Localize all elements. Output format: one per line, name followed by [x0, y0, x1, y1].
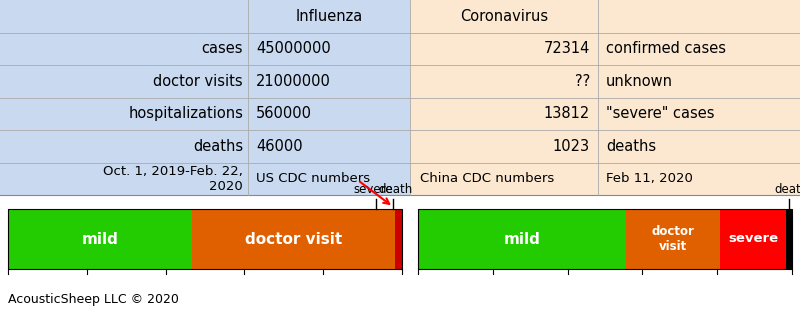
Text: "severe" cases: "severe" cases [606, 106, 714, 121]
Bar [418, 209, 792, 269]
Bar [720, 209, 786, 269]
Text: ??: ?? [574, 74, 590, 89]
Text: doctor
visit: doctor visit [651, 225, 694, 253]
Text: 72314: 72314 [544, 41, 590, 56]
Text: China CDC numbers: China CDC numbers [420, 172, 554, 185]
Text: Influenza: Influenza [295, 9, 362, 24]
Text: severe: severe [728, 232, 778, 245]
Bar [786, 209, 792, 269]
Bar [0, 0, 410, 195]
Bar [410, 0, 800, 195]
Bar [418, 209, 626, 269]
Text: AcousticSheep LLC © 2020: AcousticSheep LLC © 2020 [8, 293, 179, 306]
Text: deaths: deaths [606, 139, 656, 154]
Text: severe: severe [354, 183, 394, 196]
Text: mild: mild [82, 231, 118, 247]
Bar [8, 209, 402, 269]
Text: 560000: 560000 [256, 106, 312, 121]
Text: death: death [774, 183, 800, 196]
Text: unknown: unknown [606, 74, 673, 89]
Text: 13812: 13812 [544, 106, 590, 121]
Text: doctor visit: doctor visit [245, 231, 342, 247]
Text: mild: mild [503, 231, 540, 247]
Text: cases: cases [202, 41, 243, 56]
Text: 46000: 46000 [256, 139, 302, 154]
Text: Oct. 1, 2019-Feb. 22,
2020: Oct. 1, 2019-Feb. 22, 2020 [103, 165, 243, 193]
Text: death: death [378, 183, 413, 196]
Text: Coronavirus: Coronavirus [460, 9, 548, 24]
Text: 45000000: 45000000 [256, 41, 330, 56]
Text: deaths: deaths [193, 139, 243, 154]
Bar [395, 209, 402, 269]
Bar [192, 209, 395, 269]
Text: confirmed cases: confirmed cases [606, 41, 726, 56]
Text: Feb 11, 2020: Feb 11, 2020 [606, 172, 693, 185]
Bar [626, 209, 720, 269]
Text: US CDC numbers: US CDC numbers [256, 172, 370, 185]
Text: 1023: 1023 [553, 139, 590, 154]
Text: hospitalizations: hospitalizations [128, 106, 243, 121]
Text: 21000000: 21000000 [256, 74, 331, 89]
Bar [8, 209, 192, 269]
Text: doctor visits: doctor visits [154, 74, 243, 89]
